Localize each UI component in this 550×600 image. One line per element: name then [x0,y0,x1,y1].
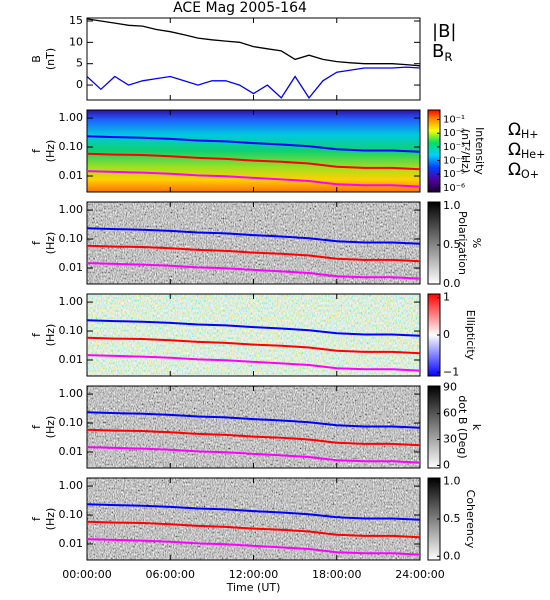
series-line [86,503,421,521]
colorbar-label: Intensity(nT²/Hz) [459,127,486,175]
y-tick-label: 0.10 [59,140,84,153]
legend-entry: ΩO+ [508,160,539,181]
series-line [86,170,421,188]
y-axis-label: f(Hz) [30,508,57,531]
series-line [86,66,421,100]
y-tick-label: 0.01 [59,353,84,366]
colorbar-tick-label: 0.5 [443,512,461,525]
series-line [86,411,421,429]
y-tick-label: 0.10 [59,324,84,337]
x-tick-label: 12:00:00 [229,568,278,581]
y-axis-label: f(Hz) [30,140,57,163]
legend-entry: BR [432,41,452,64]
colorbar-tick-label: 30 [443,433,457,446]
series-line [86,152,421,171]
chart-title: ACE Mag 2005-164 [173,0,307,16]
y-tick-label: 0.10 [59,508,84,521]
colorbar [427,201,441,285]
colorbar-tick-label: 1 [443,291,450,304]
y-tick-label: 0 [76,78,83,91]
colorbar-tick-label: 60 [443,407,457,420]
y-tick-label: 10 [69,35,83,48]
colorbar-tick-label: 10⁻⁴ [443,156,465,167]
x-tick-label: 06:00:00 [146,568,195,581]
colorbar-tick-label: 10⁻⁵ [443,169,465,180]
colorbar-tick-label: 10⁻⁶ [443,183,465,194]
legend-entry: ΩH+ [508,120,539,141]
y-tick-label: 1.00 [59,387,84,400]
colorbar-tick-label: 0.0 [443,277,461,290]
legend-entry: ΩHe+ [508,140,545,161]
colorbar-tick-label: 1.0 [443,475,461,488]
y-tick-label: 1.00 [59,111,84,124]
y-tick-label: 1.00 [59,479,84,492]
colorbar-label: Coherency [464,490,477,549]
series-line [86,135,421,153]
series-line [86,428,421,447]
x-tick-label: 18:00:00 [312,568,361,581]
series-line [86,520,421,539]
x-axis-label: Time (UT) [226,581,281,594]
y-tick-label: 0.01 [59,537,84,550]
y-tick-label: 1.00 [59,203,84,216]
colorbar-tick-label: 0 [443,328,450,341]
colorbar-tick-label: 10⁻¹ [443,115,465,126]
y-axis-label: B(nT) [30,48,57,70]
y-axis-label: f(Hz) [30,324,57,347]
y-tick-label: 0.01 [59,169,84,182]
series-line [86,18,421,67]
x-tick-label: 00:00:00 [62,568,111,581]
series-line [86,227,421,245]
legend-entry: |B| [432,21,456,42]
y-axis-label: f(Hz) [30,416,57,439]
series-line [86,244,421,263]
y-tick-label: 0.01 [59,261,84,274]
series-line [86,538,421,556]
colorbar-tick-label: 10⁻² [443,128,465,139]
colorbar [427,385,441,469]
colorbar-tick-label: 0 [443,458,450,471]
panel-frame [86,17,421,101]
y-tick-label: 1.00 [59,295,84,308]
y-axis-label: f(Hz) [30,232,57,255]
colorbar-label: kdot B (Deg) [456,395,483,458]
y-tick-label: 15 [69,14,83,27]
colorbar-label: %Polarization [456,211,483,275]
series-line [86,336,421,355]
colorbar-label: Ellipticity [464,310,477,361]
colorbar-tick-label: 90 [443,381,457,394]
y-tick-label: 0.01 [59,445,84,458]
colorbar [427,109,441,193]
series-line [86,319,421,337]
series-line [86,262,421,280]
colorbar-tick-label: 1.0 [443,199,461,212]
x-tick-label: 24:00:00 [395,568,444,581]
colorbar-tick-label: −1 [443,365,459,378]
y-tick-label: 0.10 [59,416,84,429]
colorbar-tick-label: 0.0 [443,549,461,562]
y-tick-label: 0.10 [59,232,84,245]
series-line [86,354,421,372]
y-tick-label: 5 [76,57,83,70]
series-line [86,446,421,464]
colorbar-tick-label: 10⁻³ [443,142,465,153]
colorbar-tick-label: 0.5 [443,238,461,251]
